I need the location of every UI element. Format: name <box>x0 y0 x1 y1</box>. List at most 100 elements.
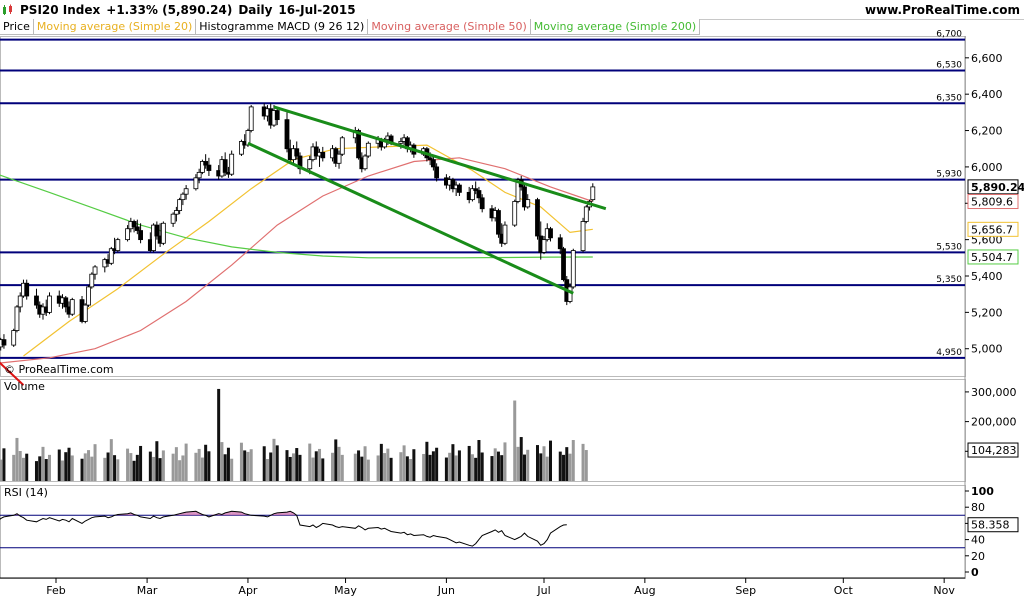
volume-bar <box>295 448 299 481</box>
candle-body <box>160 222 166 244</box>
value-badge <box>967 221 1019 237</box>
candle-body <box>173 210 179 215</box>
volume-tick-label: 200,000 <box>971 416 1017 429</box>
volume-bar <box>526 449 530 481</box>
volume-bar <box>545 456 549 481</box>
volume-bar <box>207 451 211 481</box>
level-label: 6,700 <box>936 30 962 40</box>
volume-bar <box>2 448 6 481</box>
candle-body <box>154 224 160 237</box>
downtrend-line <box>0 361 25 386</box>
candle-body <box>203 161 209 166</box>
candle-body <box>69 299 75 315</box>
volume-bar <box>161 450 165 481</box>
volume-panel-label: Volume <box>4 380 45 393</box>
volume-bar <box>239 442 243 481</box>
volume-bar <box>431 451 435 481</box>
volume-bar <box>321 458 325 481</box>
candle-body <box>125 228 130 241</box>
candle-body <box>339 137 345 155</box>
volume-bar <box>152 456 156 481</box>
candle-body <box>63 297 69 308</box>
volume-bar <box>535 445 539 481</box>
volume-bar <box>558 451 562 481</box>
volume-bar <box>272 438 276 481</box>
volume-bar <box>132 460 136 481</box>
indicator-macd[interactable]: Histogramme MACD (9 26 12) <box>196 19 369 35</box>
volume-bar <box>562 454 566 481</box>
x-tick-label: Aug <box>634 584 655 597</box>
indicator-sma200[interactable]: Moving average (Simple 200) <box>530 19 701 35</box>
volume-bar <box>116 459 120 481</box>
candle-body <box>356 130 361 159</box>
rsi-tick-label: 20 <box>971 550 985 563</box>
level-label: 6,530 <box>936 61 962 71</box>
x-tick-label: Mar <box>137 584 158 597</box>
moving-average-line <box>0 157 593 364</box>
x-tick-label: Apr <box>238 584 258 597</box>
candle-body <box>11 330 17 346</box>
volume-bar <box>389 457 393 481</box>
candlestick-logo-icon <box>3 4 12 15</box>
volume-bar <box>549 440 553 481</box>
volume-bar <box>519 437 523 481</box>
value-badge-label: 5,809.6 <box>971 196 1013 209</box>
site-url[interactable]: www.ProRealTime.com <box>865 3 1020 17</box>
price-tick-label: 6,400 <box>971 88 1003 101</box>
rsi-overbought-fill <box>195 511 200 516</box>
value-badge <box>967 179 1019 195</box>
volume-bar <box>451 444 455 481</box>
candle-body <box>24 282 30 297</box>
volume-bar <box>490 456 494 481</box>
candle-body <box>17 295 23 308</box>
volume-bar <box>444 457 448 481</box>
volume-bar <box>513 400 517 481</box>
price-tick-label: 6,000 <box>971 161 1003 174</box>
rsi-tick-label: 100 <box>971 485 994 498</box>
volume-bar <box>15 437 19 481</box>
volume-bar <box>194 452 198 481</box>
volume-bar <box>568 453 572 481</box>
volume-bar <box>467 445 471 481</box>
candle-body <box>193 177 199 190</box>
trend-line <box>247 141 574 295</box>
candle-body <box>320 151 326 159</box>
volume-bar <box>363 446 367 481</box>
chart-title: PSI20 Index +1.33% (5,890.24) Daily 16-J… <box>2 3 356 17</box>
candle-body <box>473 188 479 191</box>
candle-body <box>457 184 462 193</box>
volume-bar <box>503 442 507 481</box>
candle-body <box>570 250 576 288</box>
volume-bar <box>454 455 458 481</box>
volume-bar <box>83 453 87 481</box>
volume-bar <box>171 453 175 481</box>
indicator-price[interactable]: Price <box>0 19 34 35</box>
candle-body <box>583 206 589 222</box>
volume-bar <box>103 457 107 481</box>
candle-body <box>180 193 186 201</box>
price-tick-label: 6,600 <box>971 52 1003 65</box>
volume-bar <box>64 452 68 481</box>
candle-body <box>170 213 176 224</box>
volume-bar <box>34 461 38 481</box>
level-label: 5,930 <box>936 170 962 180</box>
price-tick-label: 6,200 <box>971 125 1003 138</box>
volume-bar <box>139 445 143 481</box>
level-label: 5,530 <box>936 242 962 252</box>
candle-body <box>580 221 586 251</box>
volume-tick-label: 300,000 <box>971 386 1017 399</box>
x-tick-label: Jul <box>536 584 550 597</box>
volume-bar <box>148 451 152 481</box>
indicator-sma50[interactable]: Moving average (Simple 50) <box>368 19 531 35</box>
candle-body <box>229 153 235 175</box>
candle-body <box>567 286 573 302</box>
level-label: 5,350 <box>936 275 962 285</box>
volume-bar <box>223 454 227 481</box>
volume-bar <box>249 449 253 481</box>
indicator-sma20[interactable]: Moving average (Simple 20) <box>33 19 197 35</box>
price-change: +1.33% (5,890.24) <box>106 3 233 17</box>
volume-bar <box>44 459 48 481</box>
candle-body <box>138 230 143 241</box>
candle-body <box>479 197 485 210</box>
